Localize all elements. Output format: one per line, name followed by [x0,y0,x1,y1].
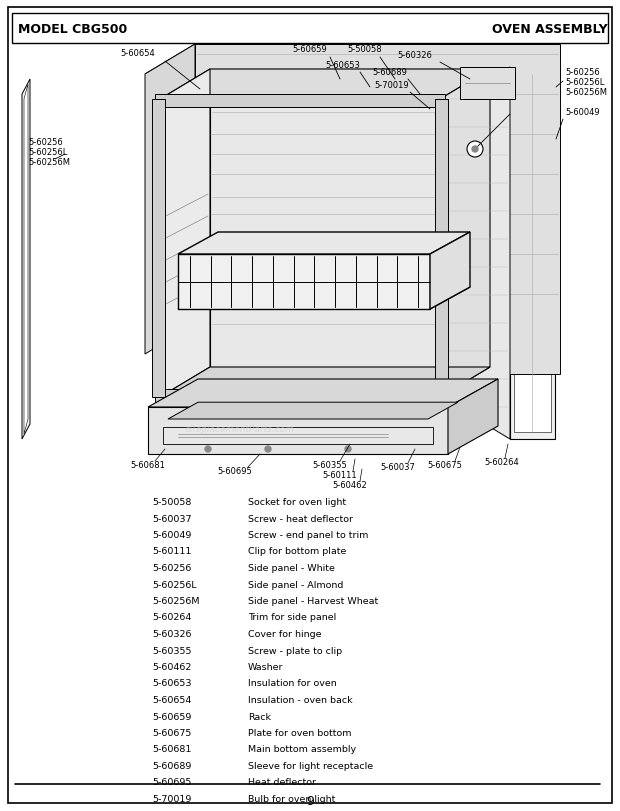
Polygon shape [145,45,560,75]
Text: Insulation - oven back: Insulation - oven back [248,695,353,704]
Polygon shape [160,367,490,397]
Text: 5-60111: 5-60111 [322,470,357,479]
Text: 5-60462: 5-60462 [152,663,192,672]
Polygon shape [24,85,28,435]
Polygon shape [514,75,551,432]
Text: 5-60462: 5-60462 [332,480,368,489]
Text: 5-60256L: 5-60256L [565,78,604,87]
Text: 5-60681: 5-60681 [152,744,192,753]
Polygon shape [155,95,445,108]
Text: 5-60355: 5-60355 [152,646,192,654]
Polygon shape [440,68,510,440]
Circle shape [467,142,483,158]
Text: 5-60326: 5-60326 [152,629,192,638]
Circle shape [345,446,351,453]
Text: 5-60264: 5-60264 [152,613,192,622]
Text: Main bottom assembly: Main bottom assembly [248,744,356,753]
Text: Side panel - Harvest Wheat: Side panel - Harvest Wheat [248,596,378,605]
Polygon shape [178,233,470,255]
Text: 5-60675: 5-60675 [152,728,192,737]
Text: Heat deflector: Heat deflector [248,778,316,787]
Text: 5-60653: 5-60653 [152,679,192,688]
Circle shape [205,446,211,453]
Text: 9: 9 [306,794,314,807]
Text: 5-60049: 5-60049 [152,530,192,539]
Polygon shape [163,427,433,444]
Text: Cover for hinge: Cover for hinge [248,629,322,638]
Text: 5-60689: 5-60689 [373,68,407,77]
Text: Washer: Washer [248,663,283,672]
Text: 5-60037: 5-60037 [152,514,192,523]
Text: Screw - heat deflector: Screw - heat deflector [248,514,353,523]
Text: 5-60695: 5-60695 [218,466,252,475]
Text: OVEN ASSEMBLY: OVEN ASSEMBLY [492,23,608,36]
Bar [12,14,608,44]
Circle shape [472,147,478,152]
Text: 5-60659: 5-60659 [152,711,192,721]
Text: 5-60256L: 5-60256L [152,580,197,589]
Polygon shape [155,389,445,402]
Text: 5-60653: 5-60653 [326,61,360,70]
Text: 5-60264: 5-60264 [485,457,520,466]
Polygon shape [160,70,490,100]
Text: 5-60256: 5-60256 [152,564,192,573]
Polygon shape [460,68,515,100]
Text: 5-60256: 5-60256 [28,138,63,147]
Text: 5-60037: 5-60037 [381,462,415,471]
Text: 5-60659: 5-60659 [293,45,327,54]
Polygon shape [178,288,470,310]
Text: 5-60681: 5-60681 [131,461,166,470]
Text: Insulation for oven: Insulation for oven [248,679,337,688]
Polygon shape [435,100,448,397]
Text: Side panel - White: Side panel - White [248,564,335,573]
Text: 5-60256M: 5-60256M [152,596,200,605]
Text: 5-60355: 5-60355 [312,461,347,470]
Text: 5-60675: 5-60675 [428,461,463,470]
Text: Bulb for oven light: Bulb for oven light [248,794,335,803]
Text: Sleeve for light receptacle: Sleeve for light receptacle [248,761,373,770]
Text: 5-60049: 5-60049 [565,108,600,117]
Text: 5-60654: 5-60654 [121,49,156,58]
Text: 5-60256: 5-60256 [565,68,600,77]
Polygon shape [160,70,210,397]
Text: Plate for oven bottom: Plate for oven bottom [248,728,352,737]
Text: 5-60256M: 5-60256M [565,88,607,97]
Text: Clip for bottom plate: Clip for bottom plate [248,547,347,556]
Polygon shape [148,380,498,407]
Text: Trim for side panel: Trim for side panel [248,613,336,622]
Polygon shape [145,45,195,354]
Circle shape [265,446,271,453]
Text: 5-60111: 5-60111 [152,547,192,556]
Polygon shape [148,407,448,454]
Text: 5-60326: 5-60326 [397,51,432,60]
Text: Screw - plate to clip: Screw - plate to clip [248,646,342,654]
Text: 5-60695: 5-60695 [152,778,192,787]
Text: 5-60654: 5-60654 [152,695,192,704]
Polygon shape [195,45,560,375]
Text: 5-50058: 5-50058 [348,45,383,54]
Text: eReplacementParts.com: eReplacementParts.com [185,424,295,433]
Text: 5-70019: 5-70019 [152,794,192,803]
Polygon shape [22,80,30,440]
Polygon shape [510,68,555,440]
Polygon shape [448,380,498,454]
Polygon shape [152,100,165,397]
Text: Socket for oven light: Socket for oven light [248,497,346,506]
Text: 5-60689: 5-60689 [152,761,192,770]
Polygon shape [178,255,430,310]
Text: Side panel - Almond: Side panel - Almond [248,580,343,589]
Text: 5-70019: 5-70019 [374,81,409,90]
Text: 5-60256M: 5-60256M [28,158,70,167]
Text: Rack: Rack [248,711,271,721]
Polygon shape [440,70,490,397]
Text: 5-60256L: 5-60256L [28,148,68,157]
Text: Screw - end panel to trim: Screw - end panel to trim [248,530,368,539]
Polygon shape [210,70,490,367]
Polygon shape [168,403,458,419]
Polygon shape [430,233,470,310]
Text: 5-50058: 5-50058 [152,497,192,506]
Text: MODEL CBG500: MODEL CBG500 [18,23,127,36]
